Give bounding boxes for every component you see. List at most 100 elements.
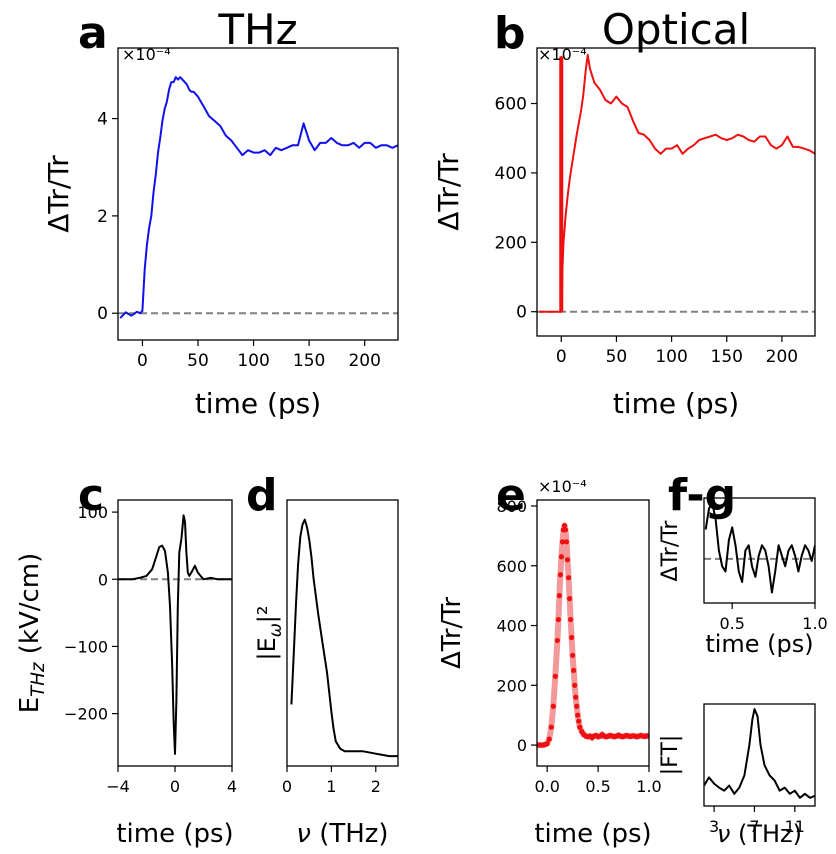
y-tick-label-c-3: −200 [64,705,108,724]
x-tick-label-f-1: 1.0 [802,614,827,633]
x-tick-label-b-2: 100 [655,347,687,367]
x-axis-label-d: ν (THz) [296,819,388,849]
x-axis-label-f: time (ps) [705,630,813,658]
axes-frame-e [536,499,650,767]
y-tick-label-b-2: 400 [495,164,527,184]
y-tick-label-a-0: 0 [97,304,108,324]
data-point-e-20 [564,557,571,563]
panel-label-e: e [496,470,526,521]
data-point-e-22 [566,596,573,602]
x-tick-label-d-0: 0 [282,777,292,796]
panel-label-fg: f-g [668,470,736,521]
panel-title-a: THz [217,5,297,54]
x-tick-label-c-0: −4 [106,777,130,796]
panel-label-d: d [246,470,278,521]
y-tick-label-e-4: 800 [496,497,527,516]
x-tick-label-g-0: 3 [709,817,719,836]
data-point-e-11 [555,616,561,623]
y-exponent-a: ×10⁻⁴ [122,45,171,64]
x-axis-label-g: ν (THz) [717,820,802,848]
panel-a: 0 50 100 150 200 0 2 4 time (ps) ΔTr/Tr ×10⁻⁴ THz [42,5,399,420]
axes-frame-f [703,497,816,604]
x-tick-label-c-1: 0 [170,777,180,796]
y-tick-label-c-1: 0 [98,570,108,589]
x-tick-label-a-3: 150 [293,351,325,371]
y-axis-label-f: ΔTr/Tr [658,520,683,582]
data-point-e-25 [570,652,576,659]
x-axis-label-a: time (ps) [195,387,321,420]
x-tick-label-b-3: 150 [711,347,743,367]
series-line-g-0 [704,708,815,799]
panel-e: 0.0 0.5 1.0 0 200 400 600 800 time (ps) ΔTr/Tr ×10… [437,477,662,849]
y-tick-label-c-0: 100 [77,503,108,522]
panel-title-b: Optical [602,5,750,54]
panel-label-b: b [494,8,526,59]
data-point-e-21 [565,575,572,581]
x-tick-label-b-0: 0 [556,347,567,367]
series-line-a-0 [119,76,398,319]
data-point-e-6 [546,736,552,742]
x-tick-label-d-1: 1 [326,777,336,796]
data-point-e-5 [544,740,550,747]
y-tick-label-e-0: 0 [517,736,527,755]
data-point-e-24 [569,634,575,641]
x-tick-label-e-2: 1.0 [636,777,661,796]
y-tick-label-a-1: 2 [97,207,108,227]
y-axis-label-a: ΔTr/Tr [42,155,75,233]
y-axis-label-e: ΔTr/Tr [437,597,467,669]
data-point-e-9 [552,673,558,679]
y-exponent-b: ×10⁻⁴ [538,45,587,64]
y-axis-label-d: |Eω|² [253,605,285,660]
data-point-e-10 [554,637,560,644]
x-tick-label-e-1: 0.5 [585,777,610,796]
data-point-e-26 [571,667,577,673]
panel-b: 0 50 100 150 200 0 200 400 600 time (ps) ΔTr/Tr ×10… [432,5,816,420]
y-tick-label-b-0: 0 [516,303,527,323]
data-point-e-14 [558,554,565,560]
data-point-e-13 [557,572,564,578]
x-tick-label-g-2: 11 [785,817,805,836]
series-line-b-0 [539,53,815,313]
panel-g: 3 7 11ν (THz) |FT| [658,703,816,848]
y-tick-label-b-3: 600 [495,95,527,115]
data-point-e-23 [568,616,574,623]
data-point-e-28 [573,694,579,700]
x-tick-label-b-4: 200 [766,347,798,367]
panel-label-c: c [78,470,104,521]
data-point-e-18 [562,527,569,533]
x-tick-label-d-2: 2 [371,777,381,796]
x-tick-label-a-4: 200 [348,351,380,371]
axes-frame-d [286,499,399,767]
y-tick-label-a-2: 4 [97,110,108,130]
x-axis-label-b: time (ps) [613,387,739,420]
series-line-f-0 [704,502,815,594]
data-point-e-7 [548,724,554,730]
x-tick-label-b-1: 50 [606,347,628,367]
y-tick-label-e-3: 600 [496,557,527,576]
data-point-e-12 [556,593,563,599]
x-tick-label-g-1: 7 [749,817,759,836]
fit-line-e [537,524,649,749]
data-point-e-29 [574,703,580,709]
data-point-e-19 [563,539,570,545]
axes-frame-b [536,47,816,337]
data-point-e-8 [550,703,556,709]
y-axis-label-b: ΔTr/Tr [432,153,465,231]
axes-frame-g [703,703,816,807]
series-line-d-0 [290,518,398,758]
y-tick-label-e-1: 200 [496,676,527,695]
data-point-e-17 [561,522,568,529]
y-axis-label-g: |FT| [658,735,683,776]
x-tick-label-e-0: 0.0 [534,777,559,796]
data-point-e-15 [559,539,566,545]
x-axis-label-c: time (ps) [116,819,233,849]
data-point-e-32 [577,724,583,730]
y-tick-label-b-1: 200 [495,233,527,253]
data-point-e-30 [575,712,581,718]
panel-label-a: a [78,8,108,59]
panel-c: −4 0 4 100 0 −100 −200 time (ps) ETHz (kV/cm) [15,499,237,849]
data-point-e-31 [576,718,582,724]
y-exponent-e: ×10⁻⁴ [538,477,587,496]
